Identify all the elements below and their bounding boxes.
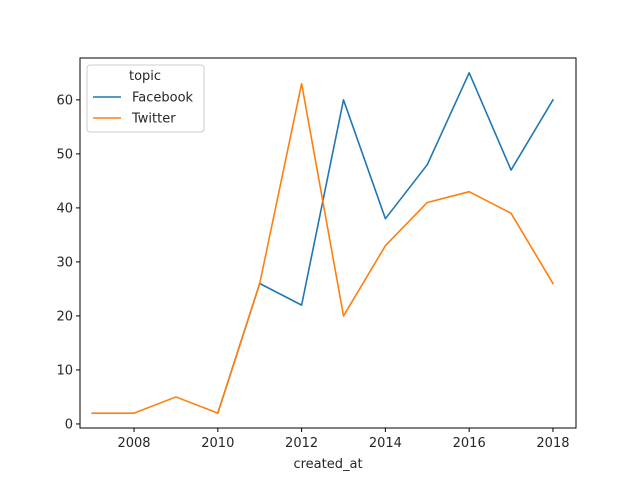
legend-title: topic [129,69,161,84]
x-tick-label: 2018 [536,436,569,451]
legend: topic Facebook Twitter [86,64,205,133]
series-line-twitter [91,82,555,414]
legend-label-facebook: Facebook [132,91,194,106]
x-tick-label: 2008 [117,436,150,451]
series-layer [91,72,555,415]
y-tick-label: 30 [56,255,73,270]
y-tick-label: 10 [56,363,73,378]
plot-frame [79,57,577,429]
x-tick-label: 2016 [453,436,486,451]
y-tick-label: 60 [56,93,73,108]
x-axis-label: created_at [293,457,362,472]
y-tick-label: 20 [56,309,73,324]
legend-entries: Facebook Twitter [93,91,194,127]
series-line-facebook [216,72,555,415]
y-tick-label: 50 [56,147,73,162]
y-axis: 0 10 20 30 40 50 60 [56,93,80,432]
x-tick-label: 2012 [285,436,318,451]
x-tick-label: 2014 [369,436,402,451]
y-tick-label: 0 [65,417,73,432]
legend-box [86,64,205,133]
legend-label-twitter: Twitter [131,112,176,127]
x-tick-label: 2010 [201,436,234,451]
y-tick-label: 40 [56,201,73,216]
x-axis: 2008 2010 2012 2014 2016 2018 [117,428,570,451]
